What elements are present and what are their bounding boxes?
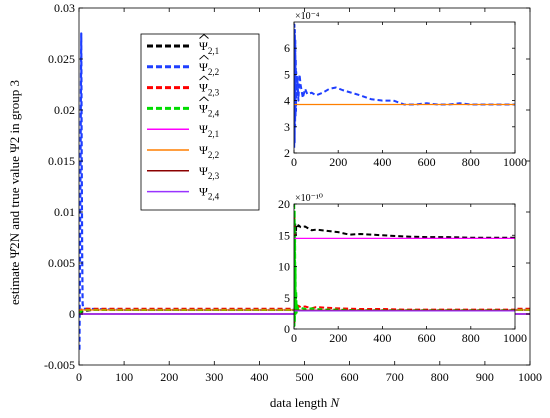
main-ytick-label: 0.03 [54, 1, 75, 15]
main-xtick-label: 900 [476, 370, 494, 384]
inset-top-exponent-label: ×10⁻⁴ [295, 11, 320, 22]
main-xtick-label: 100 [115, 370, 133, 384]
inset-top-xtick-label: 400 [373, 155, 391, 169]
main-ytick-label: 0.025 [48, 52, 75, 66]
inset-bottom-ytick-label: 5 [284, 291, 290, 305]
inset-top-ytick-label: 3 [284, 120, 290, 134]
legend-label-5: Ψ2,1 [199, 122, 219, 139]
main-xtick-label: 700 [386, 370, 404, 384]
legend-label-1-hat [199, 33, 209, 39]
legend-label-8: Ψ2,4 [199, 185, 220, 202]
inset-top-xtick-label: 200 [329, 155, 347, 169]
inset-top-frame [293, 21, 516, 154]
main-xtick-label: 300 [205, 370, 223, 384]
inset-top-xtick-label: 800 [462, 155, 480, 169]
main-xtick-label: 500 [296, 370, 314, 384]
main-series-line-4 [79, 308, 530, 315]
inset-bottom-ytick-label: 15 [278, 228, 290, 242]
inset-bottom-ytick-label: 10 [278, 260, 290, 274]
legend-label-4-hat [199, 96, 209, 102]
main-xlabel: data length N [270, 395, 341, 410]
legend-label-1: Ψ2,1 [199, 39, 219, 56]
inset-bottom-series-group [294, 204, 515, 327]
inset-top-ytick-label: 4 [284, 94, 290, 108]
inset-bottom-xtick-label: 800 [462, 331, 480, 345]
main-xtick-label: 200 [160, 370, 178, 384]
inset-bottom-ytick-label: 0 [284, 322, 290, 336]
legend: Ψ2,1 Ψ2,2 Ψ2,3 Ψ2,4 Ψ2,1 Ψ2,2 Ψ2,3 Ψ2,4 [140, 33, 260, 211]
legend-label-3: Ψ2,3 [199, 81, 220, 98]
main-ytick-label: 0.015 [48, 154, 75, 168]
inset-bottom-series-line-1 [294, 221, 515, 326]
main-ytick-label: 0.01 [54, 205, 75, 219]
inset-top-plot: 0 200 400 600 800 1000 2 3 4 5 6 ×10⁻⁴ [284, 11, 527, 169]
legend-label-2-hat [199, 54, 209, 60]
legend-label-3-hat [199, 75, 209, 81]
inset-bottom-xtick-label: 1000 [503, 331, 527, 345]
inset-bottom-xtick-label: 0 [291, 331, 297, 345]
legend-label-4: Ψ2,4 [199, 101, 220, 118]
legend-label-2: Ψ2,2 [199, 60, 220, 77]
main-ylabel: estimate Ψ̂2N and true value Ψ2 in group… [7, 80, 22, 305]
main-ytick-label: 0.02 [54, 103, 75, 117]
inset-bottom-xtick-label: 200 [329, 331, 347, 345]
main-xtick-label: 0 [76, 370, 82, 384]
inset-bottom-exponent-label: ×10⁻¹⁰ [295, 193, 323, 204]
inset-top-series-group [294, 23, 515, 148]
inset-top-plot-area [294, 22, 515, 153]
inset-top-ytick-label: 6 [284, 41, 290, 55]
inset-top-ytick-label: 5 [284, 67, 290, 81]
inset-top-xtick-label: 600 [418, 155, 436, 169]
main-xtick-label: 1000 [518, 370, 542, 384]
main-xtick-label: 800 [431, 370, 449, 384]
inset-bottom-plot: 0 200 400 600 800 1000 0 5 10 15 20 ×10⁻¹⁰ [278, 193, 527, 345]
legend-box [140, 33, 260, 211]
inset-bottom-xtick-label: 600 [418, 331, 436, 345]
main-ytick-label: -0.005 [44, 358, 75, 372]
main-xtick-label: 600 [341, 370, 359, 384]
inset-bottom-ytick-label: 20 [278, 197, 290, 211]
legend-label-6: Ψ2,2 [199, 143, 220, 160]
main-ytick-label: 0 [69, 307, 75, 321]
main-ytick-label: 0.005 [48, 256, 75, 270]
main-xtick-label: 400 [250, 370, 268, 384]
inset-top-xtick-label: 0 [291, 155, 297, 169]
legend-label-7: Ψ2,3 [199, 164, 220, 181]
inset-top-xtick-label: 1000 [503, 155, 527, 169]
inset-bottom-xtick-label: 400 [373, 331, 391, 345]
inset-top-ytick-label: 2 [284, 146, 290, 160]
